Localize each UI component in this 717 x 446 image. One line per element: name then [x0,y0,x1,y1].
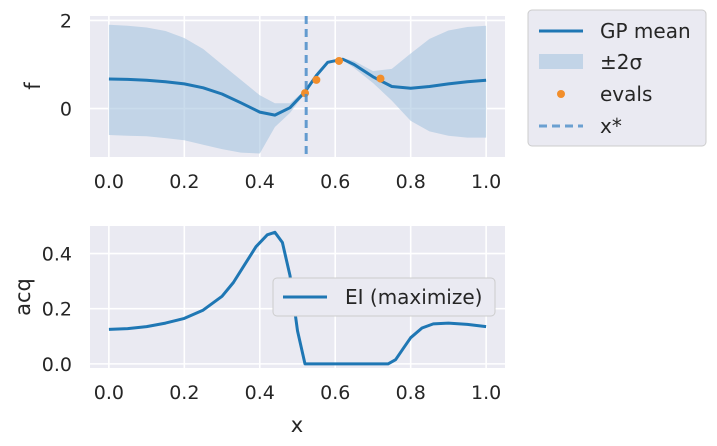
legend-evals-label: evals [600,82,652,106]
top-panel: 0.0 0.2 0.4 0.6 0.8 1.0 02 f [21,10,505,193]
top-x-tick-label: 1.0 [471,171,501,193]
legend-evals-swatch [557,90,565,98]
top-x-tick-label: 0.0 [94,171,124,193]
eval-point [312,75,321,84]
top-x-tick-label: 0.6 [320,171,350,193]
bottom-legend-box [272,277,496,317]
top-y-tick-label: 0 [60,99,72,121]
bottom-x-tick-label: 1.0 [471,382,501,404]
top-y-tick-label: 2 [60,10,72,32]
top-legend-box [527,9,707,147]
top-x-tick-label: 0.4 [245,171,275,193]
legend-ei-label: EI (maximize) [345,285,482,309]
bottom-x-axis-label: x [291,413,303,437]
bottom-legend: EI (maximize) [272,277,496,317]
legend-xstar-label: x* [600,114,622,138]
eval-point [376,74,385,83]
legend-band-label: ±2σ [600,50,642,74]
bottom-y-tick-labels: 0.0 0.2 0.4 [42,244,72,376]
top-band-layer [108,24,487,154]
bottom-y-tick-label: 0.0 [42,354,72,376]
bottom-ei-layer [108,230,487,366]
top-y-tick-labels: 02 [60,10,72,120]
legend-band-swatch [539,54,583,69]
bottom-x-tick-label: 0.2 [169,382,199,404]
bottom-y-tick-label: 0.4 [42,244,72,266]
legend-mean-label: GP mean [600,19,691,43]
top-y-axis-label: f [21,82,45,90]
bottom-x-tick-label: 0.0 [94,382,124,404]
top-x-tick-label: 0.2 [169,171,199,193]
bottom-x-tick-label: 0.4 [245,382,275,404]
bottom-panel: 0.0 0.2 0.4 0.6 0.8 1.0 0.0 0.2 0.4 acq x [11,226,505,437]
uncertainty-band [108,24,487,154]
bottom-x-tick-label: 0.8 [396,382,426,404]
eval-point [335,56,343,65]
top-x-tick-labels: 0.0 0.2 0.4 0.6 0.8 1.0 [94,171,501,193]
bottom-x-tick-label: 0.6 [320,382,350,404]
top-legend: GP mean ±2σ evals x* [527,9,707,147]
bottom-y-axis-label: acq [11,278,35,316]
bottom-y-tick-label: 0.2 [42,299,72,321]
bottom-x-tick-labels: 0.0 0.2 0.4 0.6 0.8 1.0 [94,382,501,404]
top-x-tick-label: 0.8 [396,171,426,193]
ei-line [108,230,487,366]
top-evals-layer [301,56,385,98]
